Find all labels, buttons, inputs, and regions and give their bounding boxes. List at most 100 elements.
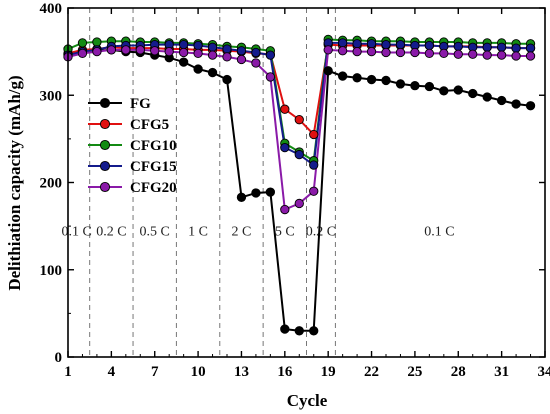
point-cfg20-23	[381, 47, 391, 58]
y-tick-label-3: 300	[40, 88, 63, 104]
point-cfg20-14	[251, 58, 261, 68]
point-fg-20	[337, 71, 348, 81]
axes: 1 4 7 10 13 16 19 22 25 28 31 34 0 100 200 300 400	[40, 1, 550, 380]
point-fg-27	[439, 86, 449, 96]
x-tick-label-9: 28	[451, 364, 466, 380]
point-cfg20-33	[525, 51, 536, 61]
legend-label-cfg10: CFG10	[130, 138, 177, 154]
x-tick-label-1: 4	[108, 364, 116, 380]
point-cfg15-16	[280, 142, 290, 153]
x-tick-label-3: 10	[191, 364, 206, 380]
x-tick-label-2: 7	[151, 364, 159, 380]
point-cfg5-16	[280, 104, 290, 114]
x-tick-label-5: 16	[277, 364, 293, 380]
legend-label-cfg15: CFG15	[130, 159, 177, 175]
point-fg-31	[496, 95, 507, 106]
x-tick-label-4: 13	[234, 364, 249, 380]
point-cfg15-14	[251, 47, 261, 58]
point-fg-9	[178, 57, 189, 67]
point-fg-13	[236, 192, 247, 202]
point-cfg15-15	[265, 50, 276, 60]
legend-label-cfg5: CFG5	[130, 117, 169, 133]
point-cfg20-6	[135, 45, 145, 55]
point-cfg20-12	[222, 52, 232, 62]
y-tick-label-4: 400	[40, 1, 63, 17]
point-fg-25	[410, 81, 420, 91]
point-cfg20-11	[207, 50, 218, 60]
legend-marker-cfg5	[99, 118, 111, 130]
point-fg-28	[453, 85, 463, 95]
x-tick-label-7: 22	[364, 364, 379, 380]
point-fg-12	[222, 74, 232, 85]
rate-dividers	[89, 8, 336, 357]
point-cfg20-10	[193, 48, 203, 59]
point-cfg15-21	[352, 39, 362, 49]
point-cfg15-33	[525, 43, 536, 53]
point-cfg5-17	[294, 115, 304, 125]
point-fg-33	[525, 101, 536, 111]
point-fg-23	[381, 75, 391, 86]
point-cfg20-8	[164, 46, 174, 57]
point-cfg20-31	[496, 50, 507, 60]
point-fg-32	[511, 99, 521, 109]
x-axis-title: Cycle	[287, 391, 328, 410]
point-cfg15-32	[511, 43, 521, 53]
point-cfg20-2	[77, 48, 88, 59]
x-tick-label-11: 34	[538, 364, 550, 380]
legend: FG CFG5 CFG10 CFG15 CFG20	[88, 96, 177, 196]
y-tick-label-2: 200	[40, 176, 63, 192]
point-fg-15	[265, 187, 276, 197]
point-cfg15-26	[424, 40, 435, 51]
point-fg-10	[193, 64, 203, 74]
point-cfg20-28	[453, 49, 463, 59]
point-cfg20-16	[280, 204, 290, 215]
point-fg-30	[482, 92, 492, 102]
point-cfg15-31	[496, 42, 507, 52]
point-cfg20-4	[106, 45, 117, 55]
point-cfg15-23	[381, 39, 391, 50]
legend-marker-cfg20	[99, 181, 111, 193]
point-cfg5-18	[309, 129, 319, 140]
point-cfg15-28	[453, 41, 463, 52]
point-cfg20-17	[294, 198, 304, 209]
legend-marker-cfg15	[99, 160, 111, 172]
legend-label-cfg20: CFG20	[130, 180, 177, 196]
point-cfg15-30	[482, 42, 492, 52]
point-cfg20-24	[395, 47, 406, 58]
legend-marker-fg	[99, 97, 111, 109]
rate-label-1: 0.2 C	[96, 224, 126, 239]
point-fg-19	[323, 66, 333, 76]
rate-label-5: 5 C	[275, 224, 295, 239]
point-fg-11	[207, 67, 218, 78]
point-cfg10-3	[92, 37, 102, 47]
point-cfg15-13	[236, 46, 247, 56]
point-cfg15-24	[395, 39, 406, 50]
point-cfg20-21	[352, 46, 362, 57]
rate-labels: 0.1 C 0.2 C 0.5 C 1 C 2 C 5 C 0.2 C 0.1 C	[62, 224, 455, 239]
point-cfg20-3	[92, 46, 102, 57]
point-fg-18	[309, 326, 319, 336]
rate-label-0: 0.1 C	[62, 224, 92, 239]
x-tick-label-0: 1	[64, 364, 72, 380]
point-cfg15-22	[366, 39, 377, 49]
rate-label-2: 0.5 C	[140, 224, 170, 239]
point-fg-24	[395, 79, 406, 89]
point-fg-16	[280, 324, 290, 334]
point-fg-22	[366, 74, 377, 85]
rate-label-7: 0.1 C	[424, 224, 454, 239]
x-tick-label-6: 19	[321, 364, 336, 380]
x-tick-label-10: 31	[494, 364, 509, 380]
point-cfg15-10	[193, 40, 203, 51]
point-cfg20-25	[410, 47, 420, 58]
point-cfg20-27	[439, 48, 449, 59]
point-cfg15-18	[309, 160, 319, 170]
point-cfg15-17	[294, 149, 304, 160]
point-cfg15-11	[207, 42, 218, 52]
point-fg-21	[352, 73, 362, 83]
point-cfg10-2	[77, 38, 88, 48]
point-cfg20-18	[309, 186, 319, 196]
point-cfg20-5	[121, 45, 131, 55]
point-cfg15-12	[222, 44, 232, 54]
rate-label-6: 0.2 C	[306, 224, 336, 239]
